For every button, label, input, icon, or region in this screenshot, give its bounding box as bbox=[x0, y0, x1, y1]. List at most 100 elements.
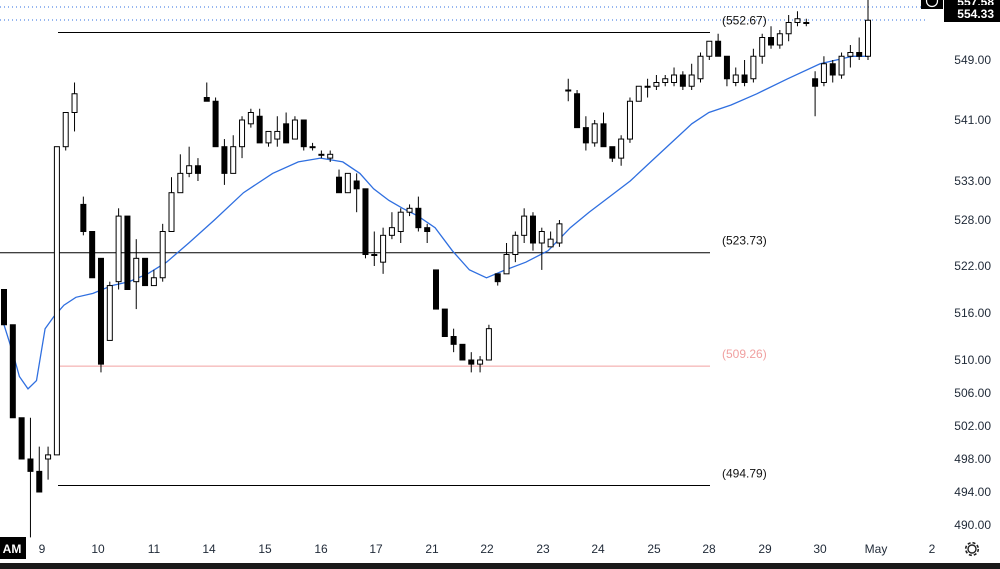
price-tick-label: 549.00 bbox=[954, 53, 991, 67]
candle bbox=[671, 67, 678, 87]
candle bbox=[344, 172, 351, 194]
candle bbox=[653, 75, 660, 90]
candle-body bbox=[1, 289, 7, 326]
price-axis[interactable]: 490.00 494.00 498.00 502.00 506.00 510.00 516.… bbox=[954, 53, 991, 532]
candle-body bbox=[609, 146, 616, 159]
candle bbox=[768, 26, 775, 49]
candle-body bbox=[494, 273, 501, 283]
candle-body bbox=[820, 63, 827, 83]
candle-body bbox=[450, 336, 457, 345]
candle bbox=[688, 63, 695, 90]
time-tick-label: 17 bbox=[369, 542, 383, 556]
candle-body bbox=[812, 78, 819, 87]
candle-body bbox=[803, 22, 810, 24]
candle-body bbox=[477, 359, 484, 365]
candle bbox=[829, 60, 836, 83]
candle-body bbox=[353, 180, 360, 190]
candle-body bbox=[9, 324, 16, 419]
candle-body bbox=[221, 146, 228, 174]
candle-body bbox=[653, 82, 660, 87]
candle bbox=[556, 220, 563, 247]
candle bbox=[679, 71, 686, 90]
candle-body bbox=[97, 257, 104, 365]
candle bbox=[582, 116, 589, 151]
candle bbox=[450, 328, 457, 353]
time-tick-label: 24 bbox=[591, 542, 605, 556]
candle-body bbox=[512, 234, 519, 255]
candle-body bbox=[247, 112, 254, 125]
candle-body bbox=[441, 308, 448, 338]
price-tick-label: 494.00 bbox=[954, 485, 991, 499]
time-axis[interactable]: AM 9 10 11 14 15 16 17 21 22 23 24 25 28 29 30 May 2 bbox=[0, 537, 1000, 569]
level-label: (523.73) bbox=[722, 234, 767, 248]
candle-body bbox=[697, 55, 704, 80]
candle bbox=[274, 116, 281, 147]
candle bbox=[300, 119, 307, 151]
candle-body bbox=[27, 458, 34, 472]
candle-body bbox=[36, 470, 43, 493]
candle bbox=[388, 212, 395, 240]
candle-body bbox=[283, 123, 290, 144]
candle bbox=[9, 324, 16, 419]
price-tick-label: 522.00 bbox=[954, 259, 991, 273]
candle-body bbox=[380, 234, 387, 263]
candle bbox=[177, 154, 184, 194]
candle bbox=[591, 120, 598, 147]
candle-body bbox=[618, 138, 625, 159]
candle bbox=[776, 30, 783, 49]
candle-body bbox=[785, 22, 792, 35]
candle bbox=[80, 196, 87, 236]
candle bbox=[494, 273, 501, 286]
time-tick-label: 28 bbox=[702, 542, 716, 556]
candle-body bbox=[556, 223, 563, 244]
candle bbox=[459, 343, 466, 361]
candlestick-series bbox=[1, 0, 871, 538]
candle bbox=[618, 135, 625, 166]
candle-body bbox=[186, 165, 193, 174]
candle-body bbox=[265, 130, 272, 144]
candle-body bbox=[133, 257, 140, 283]
candle bbox=[327, 150, 334, 162]
candle bbox=[256, 108, 263, 144]
candle bbox=[186, 146, 193, 178]
candle-body bbox=[768, 37, 775, 46]
candle-body bbox=[177, 172, 184, 194]
candle-body bbox=[847, 52, 854, 57]
candle-body bbox=[591, 123, 598, 144]
candle bbox=[715, 33, 722, 57]
candle bbox=[62, 112, 69, 151]
level-label: (552.67) bbox=[722, 13, 767, 27]
bottom-bar bbox=[0, 563, 1000, 569]
candle-body bbox=[468, 359, 475, 365]
candle bbox=[732, 67, 739, 87]
candle-body bbox=[706, 40, 713, 57]
candle bbox=[291, 116, 298, 140]
candle bbox=[468, 352, 475, 373]
candle-body bbox=[106, 285, 113, 341]
gear-icon-ring bbox=[967, 544, 977, 554]
candle-body bbox=[574, 93, 581, 129]
time-tick-label: 29 bbox=[758, 542, 772, 556]
candle bbox=[433, 269, 439, 310]
candle-body bbox=[529, 215, 536, 244]
candle-body bbox=[194, 165, 201, 174]
candle bbox=[168, 177, 175, 232]
candle-body bbox=[168, 192, 175, 232]
candle-body bbox=[547, 238, 554, 248]
candle-body bbox=[750, 55, 757, 80]
time-tick-label: 10 bbox=[91, 542, 105, 556]
candle bbox=[115, 208, 122, 290]
candle bbox=[230, 135, 237, 174]
candle bbox=[512, 231, 519, 263]
candle bbox=[97, 257, 104, 373]
candle bbox=[803, 18, 810, 27]
candle bbox=[662, 75, 669, 87]
candle-body bbox=[565, 89, 572, 92]
candle bbox=[133, 239, 140, 310]
candle-body bbox=[45, 454, 52, 460]
candle bbox=[415, 196, 422, 232]
candle-body bbox=[424, 227, 431, 233]
candle bbox=[424, 223, 431, 243]
time-tick-label: 14 bbox=[202, 542, 216, 556]
